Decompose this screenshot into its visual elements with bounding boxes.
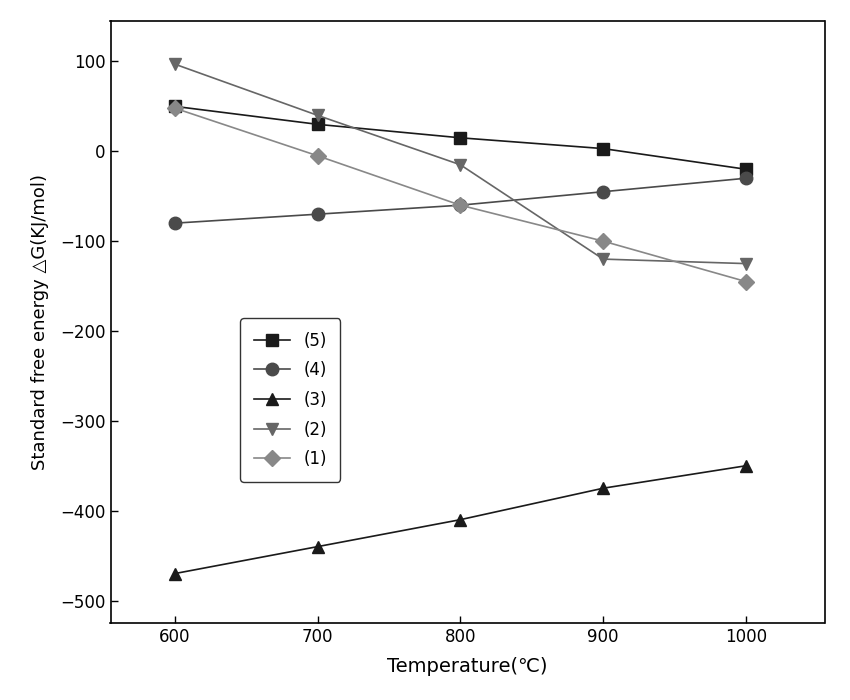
(2) bbox=[598, 255, 609, 263]
(5) bbox=[313, 120, 323, 129]
Line: (4): (4) bbox=[168, 172, 752, 230]
(2) bbox=[170, 60, 180, 69]
(5) bbox=[170, 102, 180, 111]
(5) bbox=[741, 165, 751, 174]
(4) bbox=[313, 210, 323, 218]
(3) bbox=[741, 461, 751, 470]
(5) bbox=[598, 144, 609, 153]
(1) bbox=[598, 237, 609, 245]
(2) bbox=[456, 160, 466, 169]
(2) bbox=[313, 111, 323, 120]
(3) bbox=[598, 484, 609, 492]
(4) bbox=[456, 201, 466, 209]
(1) bbox=[741, 277, 751, 286]
(3) bbox=[456, 515, 466, 524]
(4) bbox=[170, 219, 180, 228]
(1) bbox=[456, 201, 466, 209]
(5) bbox=[456, 134, 466, 142]
Y-axis label: Standard free energy △G(KJ/mol): Standard free energy △G(KJ/mol) bbox=[31, 174, 49, 470]
Line: (2): (2) bbox=[168, 58, 752, 270]
(3) bbox=[170, 569, 180, 577]
Line: (3): (3) bbox=[168, 459, 752, 580]
(4) bbox=[598, 188, 609, 196]
X-axis label: Temperature(℃): Temperature(℃) bbox=[388, 657, 547, 676]
(4) bbox=[741, 174, 751, 183]
Line: (5): (5) bbox=[169, 101, 751, 175]
(2) bbox=[741, 260, 751, 268]
(1) bbox=[313, 152, 323, 160]
(1) bbox=[170, 104, 180, 113]
(3) bbox=[313, 542, 323, 551]
Line: (1): (1) bbox=[169, 103, 751, 287]
Legend: (5), (4), (3), (2), (1): (5), (4), (3), (2), (1) bbox=[241, 318, 340, 482]
